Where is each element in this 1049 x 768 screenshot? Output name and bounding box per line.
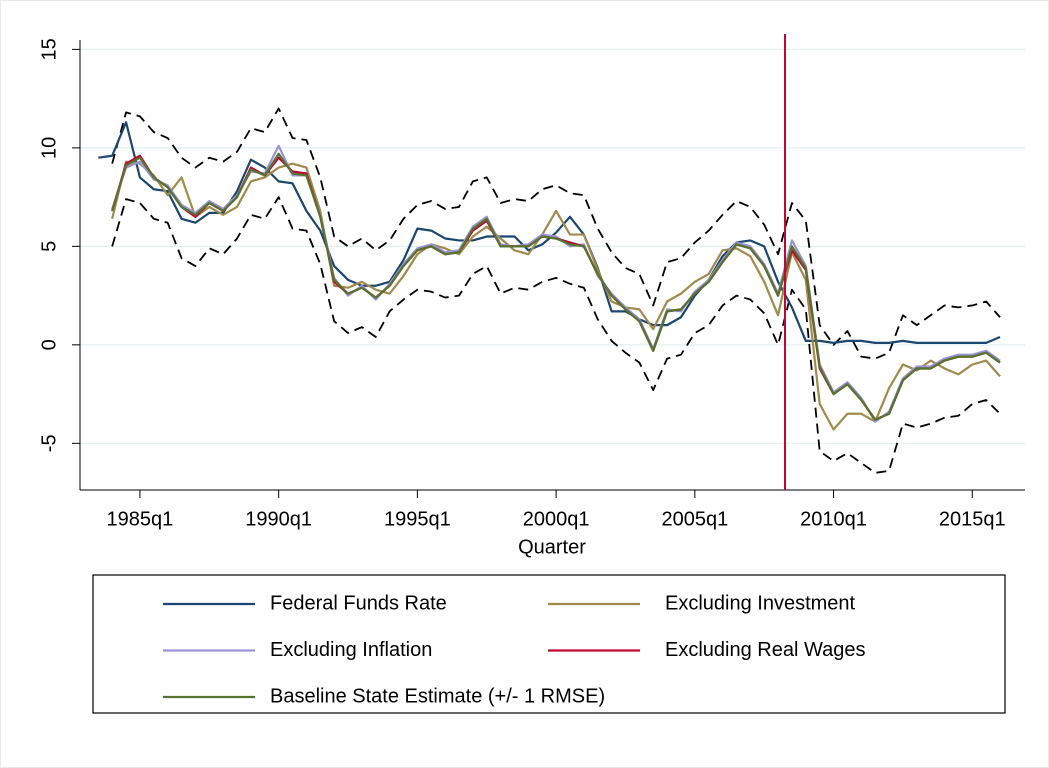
legend-label: Federal Funds Rate	[270, 592, 447, 614]
x-tick-label: 1985q1	[107, 508, 174, 530]
x-tick-label: 2000q1	[523, 508, 590, 530]
legend-label: Excluding Investment	[665, 592, 856, 614]
y-tick-label: 5	[38, 241, 60, 252]
x-tick-label: 2010q1	[800, 508, 867, 530]
y-tick-label: 0	[38, 339, 60, 350]
legend-label: Baseline State Estimate (+/- 1 RMSE)	[270, 685, 605, 707]
series-line	[111, 160, 1001, 431]
y-tick-label: 10	[38, 137, 60, 159]
x-axis-title: Quarter	[518, 536, 586, 558]
y-tick-label: 15	[38, 38, 60, 60]
x-tick-label: 2005q1	[661, 508, 728, 530]
band-line	[111, 196, 1001, 474]
band-line	[111, 107, 1001, 360]
x-tick-label: 1990q1	[245, 508, 312, 530]
x-tick-label: 2015q1	[939, 508, 1006, 530]
legend-label: Excluding Real Wages	[665, 639, 865, 661]
legend-box	[92, 574, 1006, 714]
legend-label: Excluding Inflation	[270, 639, 432, 661]
x-tick-label: 1995q1	[384, 508, 451, 530]
y-tick-label: -5	[38, 434, 60, 452]
series-line	[111, 152, 1001, 421]
